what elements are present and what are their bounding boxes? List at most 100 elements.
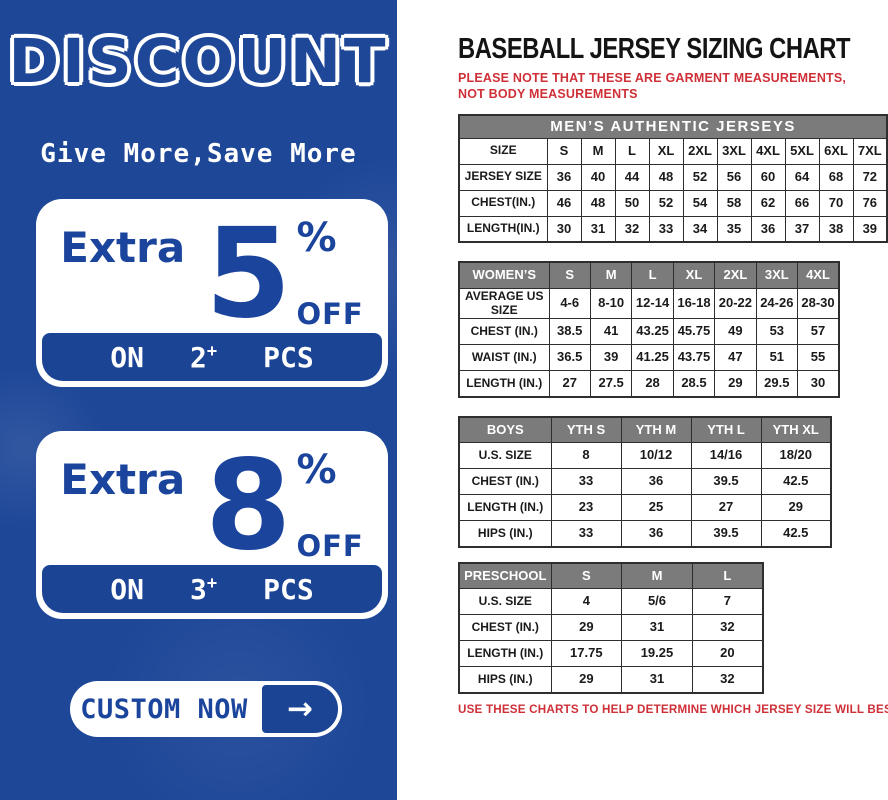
size-cell: 39.5	[690, 520, 762, 548]
size-cell: M	[580, 137, 616, 165]
off-label: OFF	[296, 297, 364, 331]
fit-advice-note: USE THESE CHARTS TO HELP DETERMINE WHICH…	[458, 701, 888, 716]
row-label: AVERAGE US SIZE	[458, 287, 550, 320]
size-cell: 72	[852, 163, 888, 191]
size-cell: 23	[550, 494, 622, 522]
quantity: 3+	[190, 572, 218, 606]
column-header: M	[589, 261, 633, 289]
offer-card-8-percent: Extra 8 % OFF ON 3+ PCS	[36, 431, 388, 619]
size-cell: 36	[750, 215, 786, 243]
size-cell: 20-22	[714, 287, 757, 320]
size-cell: 4-6	[548, 287, 591, 320]
size-cell: 76	[852, 189, 888, 217]
size-cell: 64	[784, 163, 820, 191]
womens-sizing-table: WOMEN’S S M L XL 2XL 3XL 4XL AVERAGE US SIZE 4-6 8…	[458, 261, 888, 398]
size-cell: 33	[648, 215, 684, 243]
size-cell: 38.5	[548, 318, 591, 346]
row-label: LENGTH (IN.)	[458, 640, 552, 668]
size-cell: 7	[691, 588, 764, 616]
size-cell: 32	[691, 666, 764, 694]
size-cell: 47	[714, 344, 757, 372]
size-cell: 8-10	[589, 287, 633, 320]
column-header: S	[548, 261, 591, 289]
percent-value: 5	[205, 201, 292, 346]
size-cell: 42.5	[760, 520, 832, 548]
size-cell: 36	[546, 163, 582, 191]
size-cell: 68	[818, 163, 854, 191]
row-label: U.S. SIZE	[458, 442, 552, 470]
size-cell: 20	[691, 640, 764, 668]
size-cell: 39	[852, 215, 888, 243]
column-header: M	[621, 562, 693, 590]
row-label: JERSEY SIZE	[458, 163, 548, 191]
size-cell: 53	[755, 318, 799, 346]
row-label: LENGTH (IN.)	[458, 370, 550, 398]
size-cell: 60	[750, 163, 786, 191]
quantity: 2+	[190, 340, 218, 374]
off-label: OFF	[296, 529, 364, 563]
row-label: HIPS (IN.)	[458, 666, 552, 694]
size-cell: S	[546, 137, 582, 165]
percent-value: 8	[205, 433, 292, 578]
size-cell: 7XL	[852, 137, 888, 165]
size-cell: 32	[614, 215, 650, 243]
offer-card-5-percent: Extra 5 % OFF ON 2+ PCS	[36, 199, 388, 387]
size-cell: 18/20	[760, 442, 832, 470]
size-cell: 31	[621, 614, 693, 642]
column-header: YTH S	[550, 416, 622, 444]
size-cell: 29	[550, 666, 623, 694]
size-cell: 48	[580, 189, 616, 217]
column-header: L	[631, 261, 674, 289]
pcs-label: PCS	[263, 572, 314, 606]
size-cell: 5/6	[621, 588, 693, 616]
garment-measurement-note: PLEASE NOTE THAT THESE ARE GARMENT MEASU…	[458, 71, 847, 101]
offer-top: Extra 5 % OFF	[42, 201, 382, 346]
size-cell: 30	[546, 215, 582, 243]
plus-sign: +	[206, 341, 218, 362]
size-cell: 25	[620, 494, 692, 522]
size-cell: 19.25	[621, 640, 693, 668]
percent-off-column: % OFF	[296, 447, 363, 563]
size-cell: 52	[682, 163, 718, 191]
size-cell: 27.5	[589, 370, 633, 398]
size-cell: 14/16	[690, 442, 762, 470]
percent-sign: %	[296, 447, 337, 493]
size-cell: 66	[784, 189, 820, 217]
size-cell: 36.5	[548, 344, 591, 372]
preschool-table: PRESCHOOL S M L U.S. SIZE 4 5/6 7 CHEST (IN.) 29 3…	[458, 561, 764, 694]
row-label: CHEST (IN.)	[458, 318, 550, 346]
size-cell: 41.25	[631, 344, 674, 372]
size-cell: 57	[797, 318, 840, 346]
column-header: PRESCHOOL	[458, 562, 552, 590]
size-cell: 33	[550, 468, 622, 496]
size-cell: 34	[682, 215, 718, 243]
size-cell: 37	[784, 215, 820, 243]
column-header: YTH L	[690, 416, 762, 444]
tagline: Give More,Save More	[40, 139, 357, 169]
mens-sizing-table: MEN’S AUTHENTIC JERSEYS SIZE S M L XL 2XL 3XL 4X…	[458, 114, 888, 244]
row-label: HIPS (IN.)	[458, 520, 552, 548]
size-cell: 40	[580, 163, 616, 191]
size-cell: 46	[546, 189, 582, 217]
size-cell: 39.5	[690, 468, 762, 496]
size-cell: 17.75	[550, 640, 623, 668]
size-cell: 44	[614, 163, 650, 191]
size-cell: 50	[614, 189, 650, 217]
column-header: 2XL	[714, 261, 757, 289]
mens-table: MEN’S AUTHENTIC JERSEYS SIZE S M L XL 2XL 3XL 4X…	[458, 114, 888, 244]
size-cell: 5XL	[784, 137, 820, 165]
size-cell: 4	[550, 588, 623, 616]
size-cell: 38	[818, 215, 854, 243]
column-header: 3XL	[755, 261, 799, 289]
size-cell: 27	[548, 370, 591, 398]
size-cell: 62	[750, 189, 786, 217]
size-cell: 42.5	[760, 468, 832, 496]
discount-heading: DISCOUNT	[8, 26, 389, 97]
size-cell: 35	[716, 215, 752, 243]
row-label: U.S. SIZE	[458, 588, 552, 616]
custom-now-button[interactable]: CUSTOM NOW →	[70, 681, 342, 737]
size-cell: 48	[648, 163, 684, 191]
column-header: XL	[672, 261, 716, 289]
size-cell: 29.5	[755, 370, 799, 398]
size-cell: 54	[682, 189, 718, 217]
